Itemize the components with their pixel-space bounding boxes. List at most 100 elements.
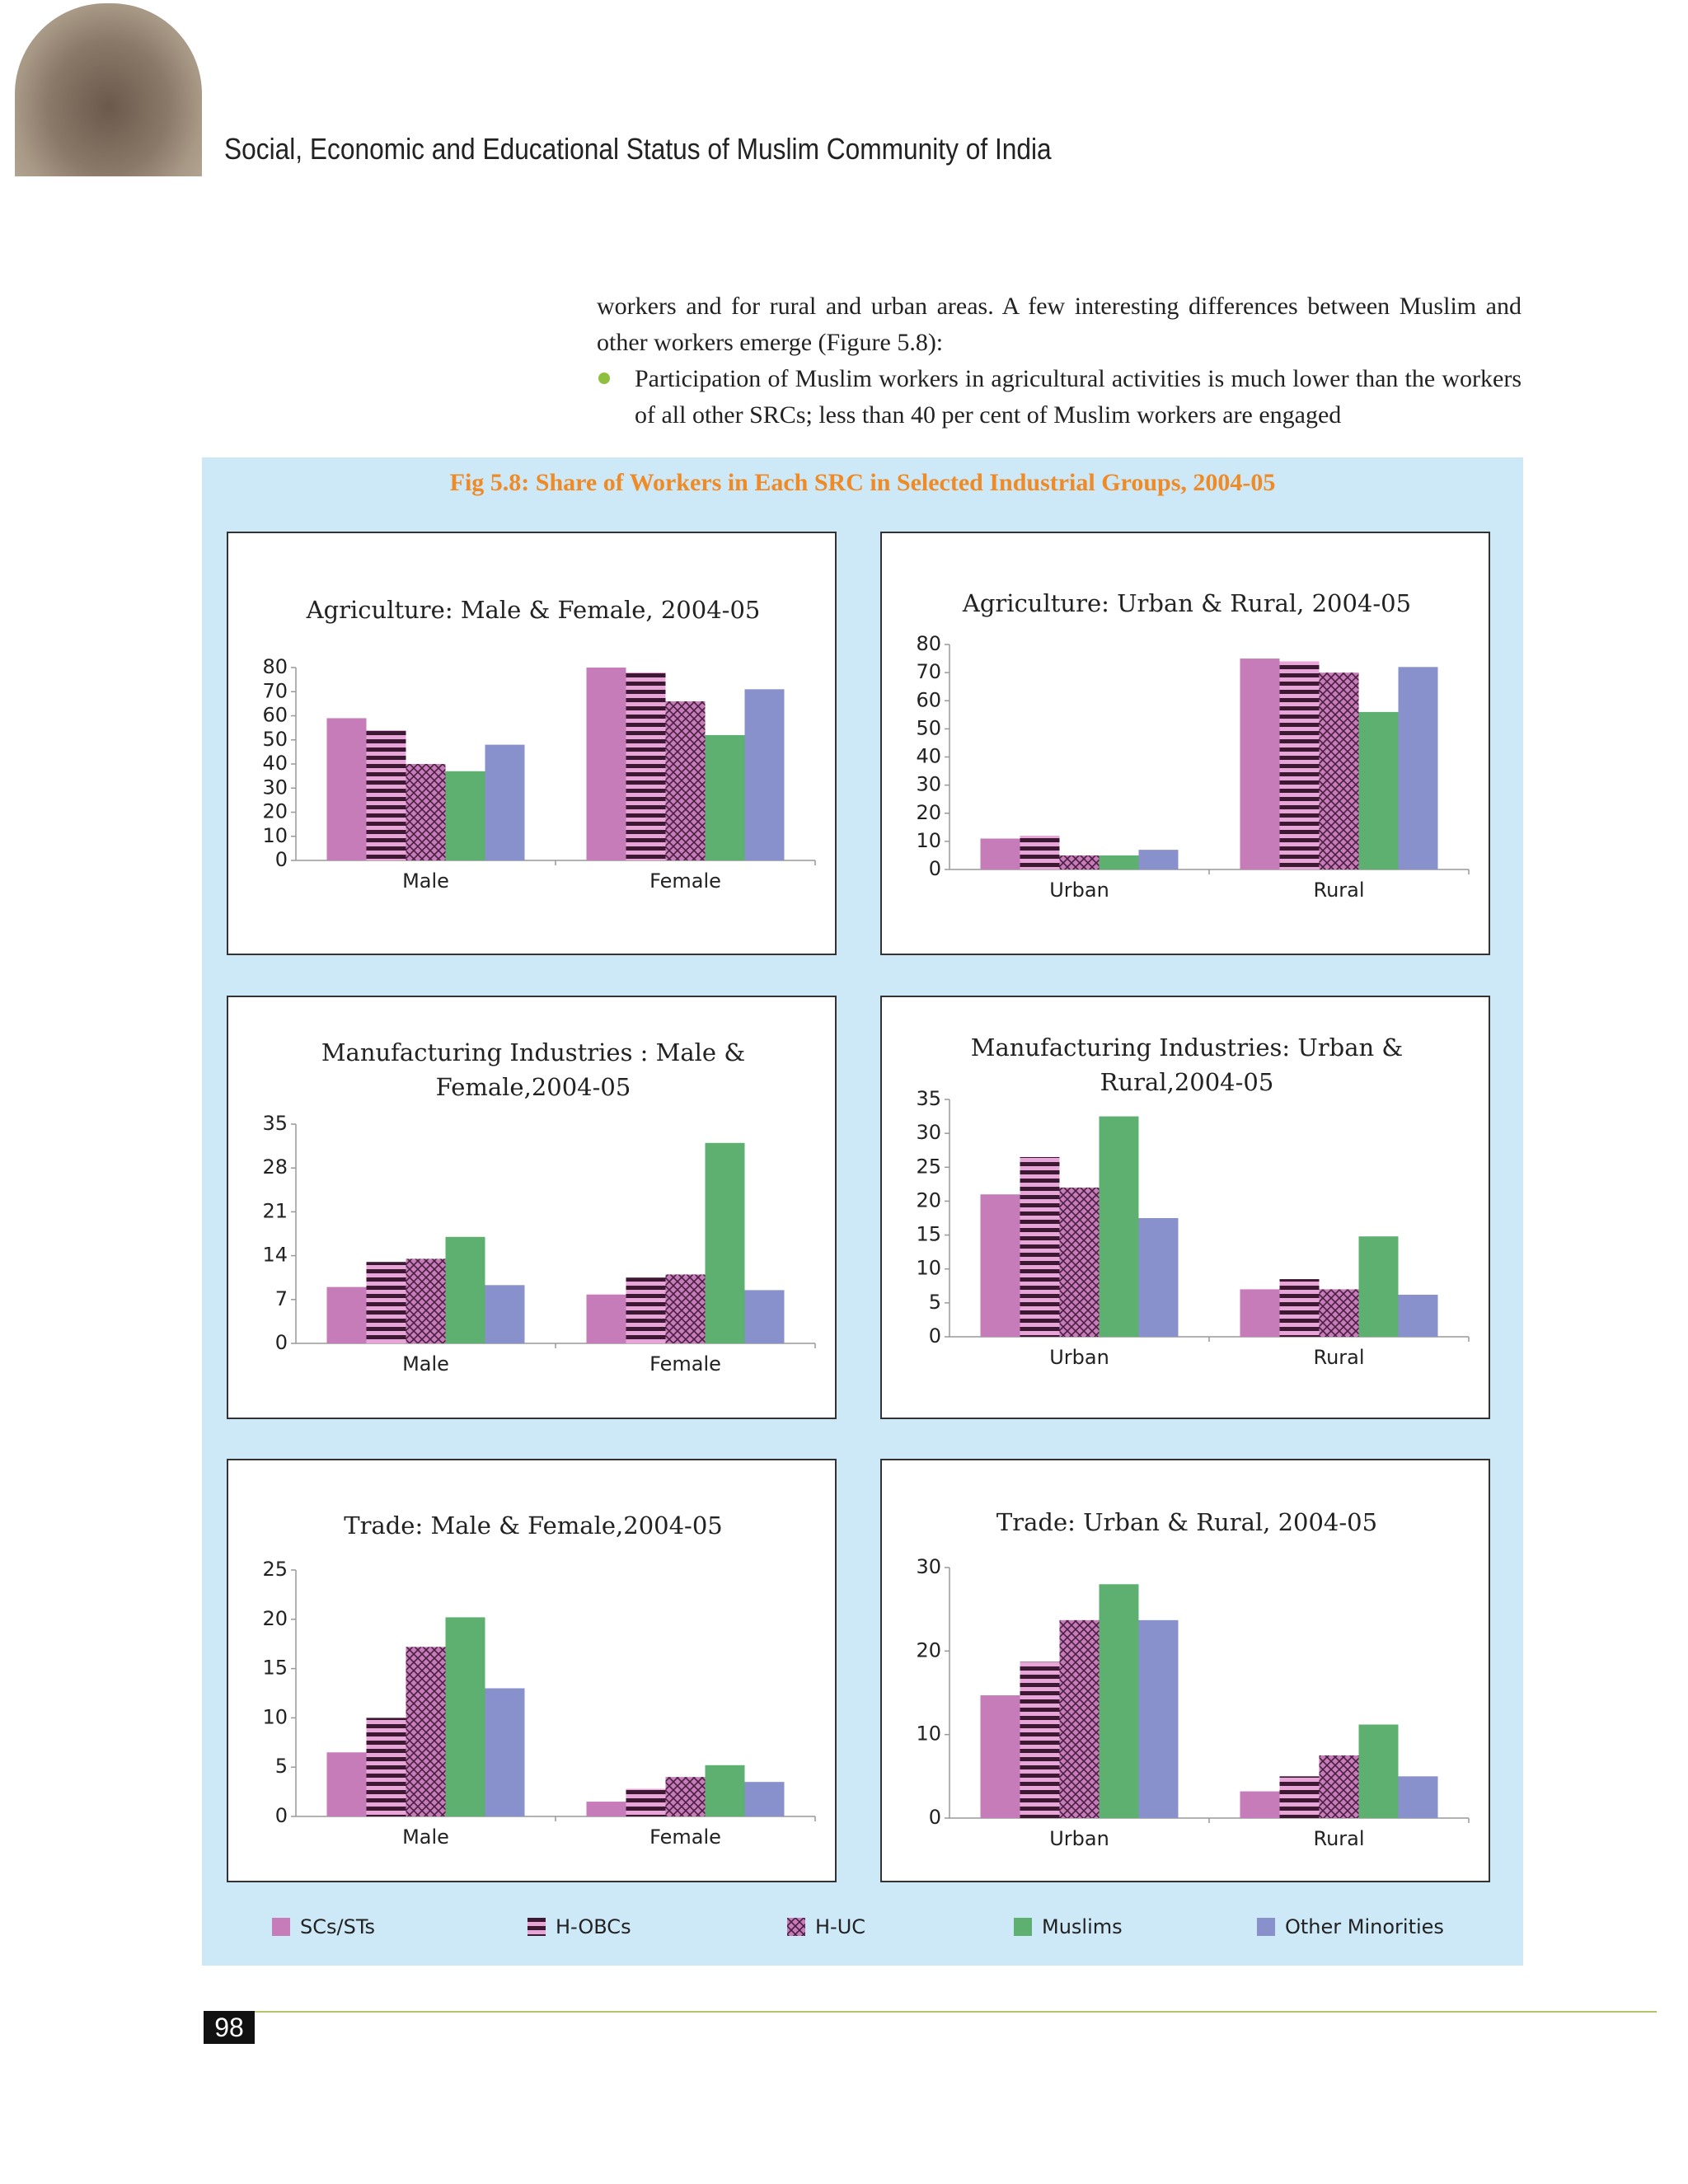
footer-rule [247, 2011, 1657, 2013]
x-tick-label: Urban [1049, 1346, 1109, 1369]
y-tick-label: 7 [275, 1287, 288, 1310]
legend-swatch [1257, 1918, 1275, 1936]
y-tick-label: 35 [916, 1087, 941, 1110]
bar [366, 1262, 406, 1343]
bar [326, 718, 367, 860]
x-tick-label: Male [402, 1825, 449, 1849]
x-tick-label: Male [402, 869, 449, 893]
bar [1138, 850, 1179, 869]
legend-item: Muslims [1014, 1915, 1123, 1938]
bar [406, 764, 446, 860]
y-tick-label: 0 [275, 1331, 288, 1354]
x-tick-label: Rural [1313, 879, 1364, 902]
bar [406, 1647, 446, 1816]
y-tick-label: 50 [916, 716, 941, 739]
bar [1398, 1776, 1438, 1818]
y-tick-label: 25 [262, 1558, 288, 1581]
y-tick-label: 0 [275, 1804, 288, 1827]
chart: 0 10 20 30 Urban Rural [916, 1555, 1470, 1850]
y-tick-label: 20 [262, 1607, 288, 1630]
y-tick-label: 21 [262, 1199, 288, 1222]
y-tick-label: 0 [929, 857, 941, 880]
y-tick-label: 80 [916, 632, 941, 655]
y-tick-label: 20 [262, 800, 288, 823]
bar [1319, 673, 1359, 869]
y-tick-label: 30 [916, 773, 941, 796]
bar [705, 734, 745, 860]
chart-panel: Manufacturing Industries : Male & Female… [227, 996, 837, 1419]
bar [445, 1236, 485, 1343]
y-tick-label: 10 [916, 1257, 941, 1280]
chart-panel: Trade: Urban & Rural, 2004-05 0 10 20 30 Urba… [880, 1459, 1490, 1882]
bar [744, 1290, 785, 1343]
chart: 0 5 10 15 20 25 30 35 Urban Rural [916, 1087, 1470, 1369]
y-tick-label: 60 [916, 688, 941, 711]
bar [1020, 1156, 1060, 1337]
bar [1240, 1289, 1280, 1337]
legend-label: Other Minorities [1285, 1915, 1444, 1938]
bar [1279, 1776, 1320, 1818]
y-tick-label: 70 [262, 679, 288, 702]
bar [626, 672, 666, 860]
legend-item: H-UC [787, 1915, 865, 1938]
bar [705, 1765, 745, 1816]
bar [586, 1802, 626, 1816]
bar [1398, 667, 1438, 869]
chart-title: Agriculture: Urban & Rural, 2004-05 [962, 589, 1412, 617]
bar [1279, 1279, 1320, 1337]
chart-title: Manufacturing Industries : Male & Female… [321, 1038, 746, 1101]
y-tick-label: 15 [916, 1223, 941, 1246]
y-tick-label: 20 [916, 1638, 941, 1661]
legend-swatch [528, 1918, 546, 1936]
bar [366, 1718, 406, 1816]
y-tick-label: 5 [275, 1755, 288, 1778]
bar [1059, 1619, 1100, 1818]
y-tick-label: 10 [262, 1705, 288, 1728]
y-tick-label: 10 [916, 829, 941, 852]
x-tick-label: Urban [1049, 879, 1109, 902]
chart-title: Trade: Male & Female,2004-05 [344, 1511, 723, 1540]
legend-swatch [1014, 1918, 1032, 1936]
bar [326, 1286, 367, 1343]
y-tick-label: 30 [916, 1555, 941, 1578]
legend-item: Other Minorities [1257, 1915, 1444, 1938]
y-tick-label: 0 [275, 848, 288, 871]
bar [366, 730, 406, 860]
bar [406, 1258, 446, 1343]
bar [1138, 1218, 1179, 1337]
y-tick-label: 30 [916, 1121, 941, 1144]
x-tick-label: Female [649, 869, 721, 893]
y-tick-label: 70 [916, 660, 941, 683]
chart-panel: Manufacturing Industries: Urban & Rural,… [880, 996, 1490, 1419]
chart-panel: Trade: Male & Female,2004-05 0 5 10 15 20 25 Ma… [227, 1459, 837, 1882]
bar [1358, 711, 1399, 869]
y-tick-label: 35 [262, 1112, 288, 1135]
bar [665, 1777, 706, 1816]
y-tick-label: 10 [916, 1722, 941, 1746]
chart-title: Agriculture: Male & Female, 2004-05 [306, 596, 761, 624]
y-tick-label: 10 [262, 824, 288, 847]
bar [1099, 1116, 1139, 1337]
bar [1240, 658, 1280, 869]
x-tick-label: Urban [1049, 1827, 1109, 1850]
bar [1059, 1187, 1100, 1337]
y-tick-label: 40 [262, 752, 288, 775]
y-tick-label: 28 [262, 1155, 288, 1179]
bar [1059, 855, 1100, 869]
y-tick-label: 50 [262, 728, 288, 751]
figure: Fig 5.8: Share of Workers in Each SRC in… [202, 457, 1523, 1966]
bar [485, 1688, 525, 1816]
bullet: Participation of Muslim workers in agric… [598, 361, 1522, 434]
y-tick-label: 40 [916, 745, 941, 768]
bar [1240, 1791, 1280, 1818]
chart-title: Trade: Urban & Rural, 2004-05 [996, 1508, 1378, 1536]
bullet-list: Participation of Muslim workers in agric… [597, 361, 1522, 434]
page-number: 98 [204, 2011, 255, 2044]
bar [665, 1274, 706, 1343]
bar [1319, 1755, 1359, 1818]
bar [1020, 836, 1060, 869]
legend-label: H-OBCs [556, 1915, 631, 1938]
bar [445, 771, 485, 860]
